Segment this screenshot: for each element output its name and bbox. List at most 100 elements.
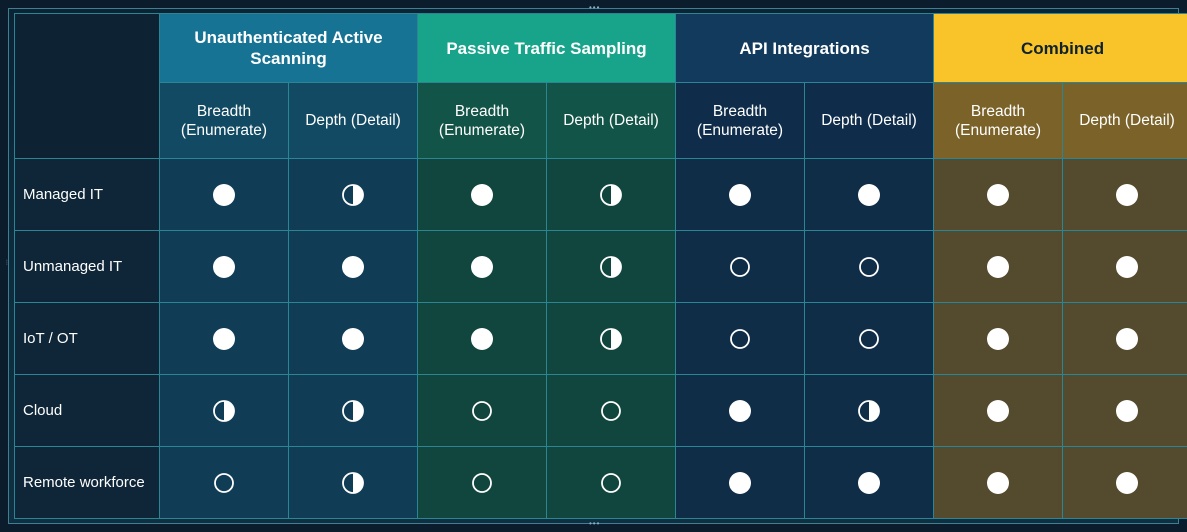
- coverage-matrix: Unauthenticated Active Scanning Passive …: [14, 13, 1187, 519]
- coverage-cell: [803, 302, 935, 375]
- row-label: Remote workforce: [14, 446, 160, 519]
- coverage-cell: [1062, 446, 1187, 519]
- full-circle-icon: [987, 471, 1010, 494]
- coverage-cell: [288, 374, 418, 447]
- group-header-api-integrations: API Integrations: [674, 13, 935, 83]
- coverage-cell: [675, 230, 805, 303]
- coverage-cell: [1062, 302, 1187, 375]
- subheader-depth: Depth (Detail): [546, 82, 676, 159]
- coverage-cell: [546, 302, 676, 375]
- coverage-cell: [675, 158, 805, 231]
- full-circle-icon: [729, 399, 751, 422]
- empty-circle-icon: [859, 256, 879, 277]
- subheader-breadth: Breadth (Enumerate): [675, 82, 805, 159]
- coverage-cell: [417, 158, 547, 231]
- coverage-cell: [417, 230, 547, 303]
- full-circle-icon: [471, 327, 493, 350]
- group-header-unauthenticated-active-scanning: Unauthenticated Active Scanning: [159, 13, 418, 83]
- subheader-breadth: Breadth (Enumerate): [933, 82, 1064, 159]
- table-row: Remote workforce: [14, 446, 1187, 519]
- coverage-cell: [288, 230, 418, 303]
- bottom-resize-handle[interactable]: •••: [589, 519, 601, 528]
- row-label: Unmanaged IT: [14, 230, 160, 303]
- subheader-depth: Depth (Detail): [803, 82, 935, 159]
- full-circle-icon: [1116, 327, 1139, 350]
- empty-circle-icon: [859, 328, 879, 349]
- half-circle-icon: [342, 399, 364, 422]
- full-circle-icon: [342, 327, 364, 350]
- empty-circle-icon: [601, 472, 621, 493]
- half-circle-icon: [600, 327, 622, 350]
- half-circle-icon: [213, 399, 235, 422]
- full-circle-icon: [987, 183, 1010, 206]
- coverage-cell: [417, 446, 547, 519]
- coverage-cell: [159, 158, 289, 231]
- half-circle-icon: [342, 183, 364, 206]
- full-circle-icon: [858, 471, 880, 494]
- table-row: Managed IT: [14, 158, 1187, 231]
- empty-circle-icon: [472, 472, 492, 493]
- full-circle-icon: [213, 183, 235, 206]
- full-circle-icon: [729, 471, 751, 494]
- coverage-cell: [288, 302, 418, 375]
- coverage-cell: [417, 374, 547, 447]
- coverage-cell: [546, 446, 676, 519]
- full-circle-icon: [1116, 399, 1139, 422]
- half-circle-icon: [858, 399, 880, 422]
- coverage-cell: [803, 374, 935, 447]
- full-circle-icon: [471, 255, 493, 278]
- coverage-cell: [1062, 374, 1187, 447]
- coverage-cell: [1062, 158, 1187, 231]
- full-circle-icon: [987, 399, 1010, 422]
- left-resize-handle[interactable]: ⋮: [4, 260, 11, 266]
- top-resize-handle[interactable]: •••: [589, 3, 601, 12]
- coverage-cell: [933, 374, 1064, 447]
- empty-circle-icon: [472, 400, 492, 421]
- coverage-cell: [675, 302, 805, 375]
- coverage-cell: [933, 230, 1064, 303]
- empty-circle-icon: [730, 328, 750, 349]
- coverage-cell: [933, 446, 1064, 519]
- full-circle-icon: [729, 183, 751, 206]
- table-row: Cloud: [14, 374, 1187, 447]
- coverage-cell: [546, 158, 676, 231]
- coverage-cell: [933, 302, 1064, 375]
- half-circle-icon: [600, 255, 622, 278]
- coverage-cell: [417, 302, 547, 375]
- coverage-cell: [803, 230, 935, 303]
- group-header-combined: Combined: [933, 13, 1187, 83]
- coverage-cell: [1062, 230, 1187, 303]
- coverage-cell: [159, 230, 289, 303]
- coverage-cell: [288, 158, 418, 231]
- coverage-cell: [288, 446, 418, 519]
- half-circle-icon: [342, 471, 364, 494]
- full-circle-icon: [1116, 471, 1139, 494]
- full-circle-icon: [213, 327, 235, 350]
- subheader-breadth: Breadth (Enumerate): [417, 82, 547, 159]
- coverage-cell: [675, 446, 805, 519]
- subheader-depth: Depth (Detail): [288, 82, 418, 159]
- full-circle-icon: [1116, 255, 1139, 278]
- matrix-body: Managed IT Unmanaged IT IoT / OT Cloud Remot…: [14, 158, 1187, 519]
- subheader-depth: Depth (Detail): [1062, 82, 1187, 159]
- coverage-cell: [159, 446, 289, 519]
- empty-circle-icon: [601, 400, 621, 421]
- corner-cell: [14, 13, 160, 159]
- full-circle-icon: [471, 183, 493, 206]
- coverage-cell: [803, 158, 935, 231]
- full-circle-icon: [858, 183, 880, 206]
- empty-circle-icon: [214, 472, 234, 493]
- full-circle-icon: [213, 255, 235, 278]
- coverage-cell: [546, 374, 676, 447]
- group-header-passive-traffic-sampling: Passive Traffic Sampling: [417, 13, 676, 83]
- empty-circle-icon: [730, 256, 750, 277]
- row-label: Managed IT: [14, 158, 160, 231]
- full-circle-icon: [342, 255, 364, 278]
- row-label: Cloud: [14, 374, 160, 447]
- table-row: IoT / OT: [14, 302, 1187, 375]
- coverage-cell: [803, 446, 935, 519]
- table-row: Unmanaged IT: [14, 230, 1187, 303]
- full-circle-icon: [987, 255, 1010, 278]
- coverage-cell: [546, 230, 676, 303]
- coverage-cell: [159, 374, 289, 447]
